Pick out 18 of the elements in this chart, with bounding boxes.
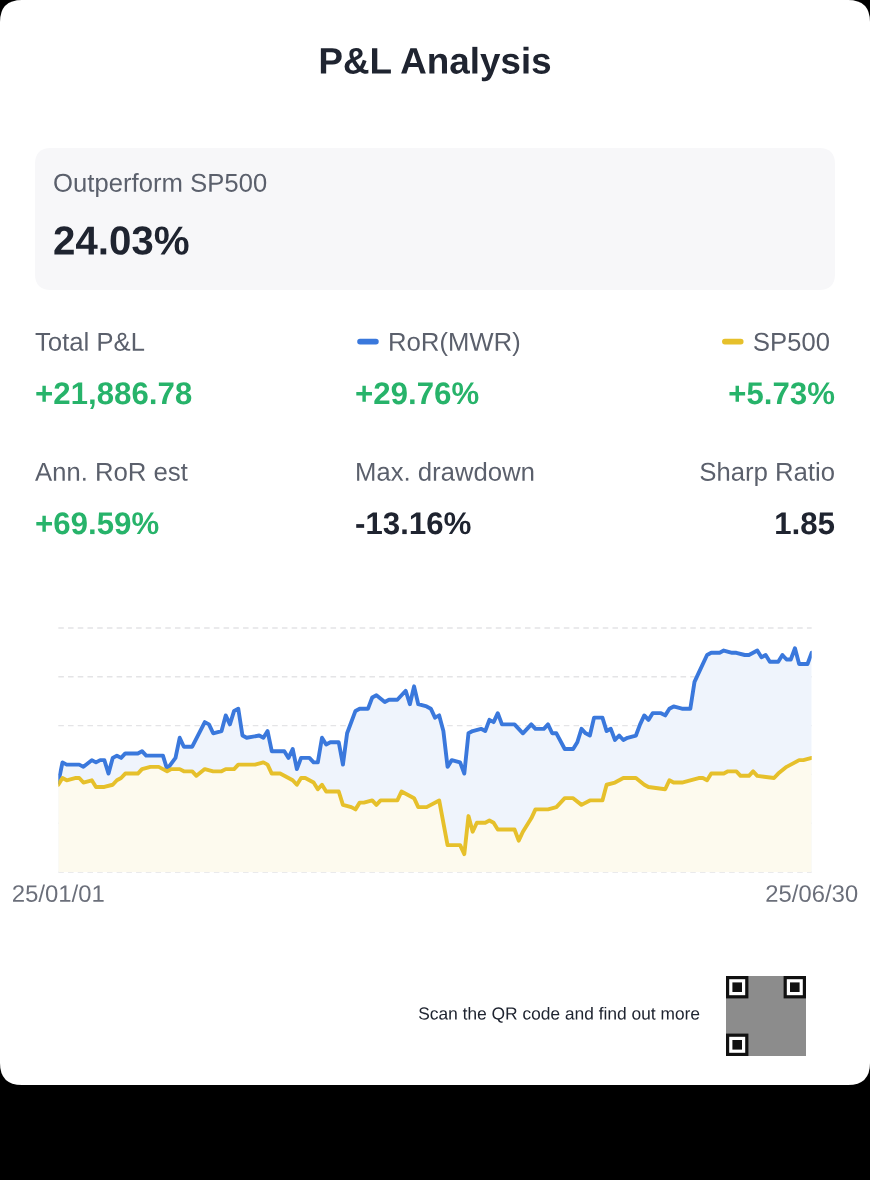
text: 24.03% xyxy=(54,226,189,255)
text: +29.76% xyxy=(356,382,479,405)
legend-label: SP500 xyxy=(754,332,829,351)
text: Total P&L xyxy=(35,332,145,351)
text: +5.73% xyxy=(729,382,835,405)
text: +69.59% xyxy=(36,512,159,535)
chart-title: P&L Analysis xyxy=(320,46,551,82)
text: Scan the QR code and find out more xyxy=(419,1006,700,1023)
text: Outperform SP500 xyxy=(54,173,267,197)
text: +21,886.78 xyxy=(36,382,192,409)
text: 1.85 xyxy=(776,512,835,535)
text: Max. drawdown xyxy=(357,462,534,481)
x-tick-label: 25/06/30 xyxy=(766,884,858,903)
text: Sharp Ratio xyxy=(700,462,834,486)
legend-label: RoR(MWR) xyxy=(390,332,520,356)
x-tick-label: 25/01/01 xyxy=(13,884,104,903)
text: -13.16% xyxy=(356,512,471,535)
text: Ann. RoR est xyxy=(35,462,188,481)
